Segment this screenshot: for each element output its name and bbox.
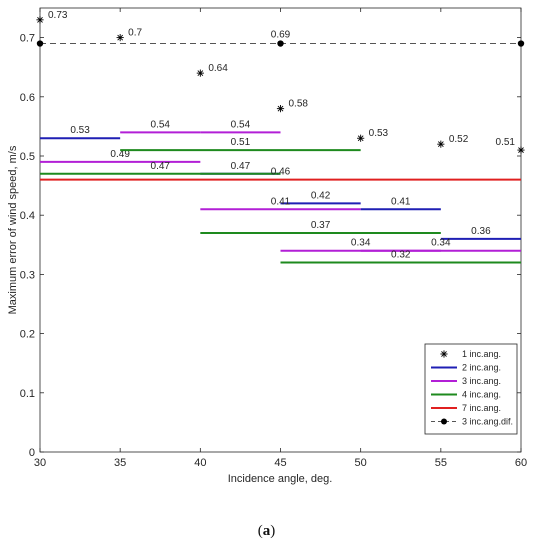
y-axis-title: Maximum error of wind speed, m/s <box>7 145 19 314</box>
data-label: 0.42 <box>311 190 331 201</box>
data-label: 0.58 <box>289 99 309 110</box>
x-tick-label: 40 <box>194 457 206 469</box>
data-label: 0.53 <box>369 128 389 139</box>
legend-label: 3 inc.ang.dif. <box>462 417 513 427</box>
data-label: 0.36 <box>471 226 491 237</box>
data-point-star <box>276 105 285 113</box>
legend-dot <box>441 418 447 425</box>
x-tick-label: 45 <box>274 457 286 469</box>
data-point-dot <box>36 40 44 47</box>
data-label: 0.41 <box>271 196 291 207</box>
data-point-dot <box>277 40 284 47</box>
y-tick-label: 0.7 <box>20 33 35 45</box>
legend-label: 4 inc.ang. <box>462 390 501 400</box>
data-label: 0.47 <box>151 161 171 172</box>
y-tick-label: 0.3 <box>20 269 35 281</box>
legend-item: 2 inc.ang. <box>431 363 501 373</box>
data-label: 0.51 <box>231 137 251 148</box>
data-point-dot <box>517 40 525 47</box>
legend-item: 3 inc.ang. <box>431 376 501 386</box>
legend-label: 2 inc.ang. <box>462 363 501 373</box>
data-label: 0.47 <box>231 161 251 172</box>
legend: 1 inc.ang. 2 inc.ang. 3 inc.ang. 4 inc.ang.… <box>424 343 518 435</box>
data-label: 0.54 <box>151 119 171 130</box>
data-label: 0.52 <box>449 134 469 145</box>
x-tick-label: 35 <box>114 457 126 469</box>
x-tick-label: 30 <box>34 457 46 469</box>
data-label: 0.54 <box>231 119 251 130</box>
legend-item: 7 inc.ang. <box>431 403 501 413</box>
data-label: 0.41 <box>391 196 411 207</box>
data-label: 0.7 <box>128 28 142 39</box>
y-tick-label: 0.4 <box>20 210 35 222</box>
data-point-star <box>517 146 525 154</box>
legend-item: 3 inc.ang.dif. <box>431 417 513 427</box>
x-tick-label: 50 <box>355 457 367 469</box>
x-axis-title: Incidence angle, deg. <box>228 473 333 485</box>
x-tick-label: 60 <box>515 457 527 469</box>
data-label: 0.37 <box>311 220 331 231</box>
data-point-star <box>36 16 44 24</box>
legend-item: 4 inc.ang. <box>431 390 501 400</box>
y-tick-label: 0.1 <box>20 388 35 400</box>
chart-figure: 30 35 40 45 50 55 60 0 0.1 0.2 0.3 0.4 0.5 0.6 0.7 In… <box>7 7 527 485</box>
figure-caption: (a) <box>257 523 276 539</box>
data-layer: 0.73 0.7 0.64 0.58 0.53 0.52 0.51 0.53 0.47 0.42 0… <box>36 10 525 264</box>
legend-label: 1 inc.ang. <box>462 349 501 359</box>
legend-item: 1 inc.ang. <box>440 349 501 359</box>
legend-box <box>424 343 518 435</box>
data-point-star <box>440 350 448 358</box>
y-axis: 0 0.1 0.2 0.3 0.4 0.5 0.6 0.7 <box>20 33 521 459</box>
data-point-star <box>196 69 204 77</box>
legend-label: 7 inc.ang. <box>462 403 501 413</box>
data-label: 0.46 <box>271 167 291 178</box>
x-axis: 30 35 40 45 50 55 60 <box>34 8 527 469</box>
x-tick-label: 55 <box>435 457 447 469</box>
data-label: 0.69 <box>271 30 291 41</box>
data-label: 0.34 <box>351 238 371 249</box>
data-label: 0.34 <box>431 238 451 249</box>
data-label: 0.32 <box>391 250 411 261</box>
y-tick-label: 0 <box>29 447 35 459</box>
caption-letter: a <box>262 523 271 539</box>
data-label: 0.51 <box>496 137 516 148</box>
data-label: 0.73 <box>48 10 68 21</box>
legend-label: 3 inc.ang. <box>462 376 501 386</box>
y-tick-label: 0.5 <box>20 151 35 163</box>
data-label: 0.49 <box>110 149 130 160</box>
data-label: 0.64 <box>208 63 228 74</box>
y-tick-label: 0.2 <box>20 329 35 341</box>
data-point-star <box>116 34 124 42</box>
y-tick-label: 0.6 <box>20 92 35 104</box>
data-point-star <box>437 140 445 148</box>
data-point-star <box>357 134 365 142</box>
data-label: 0.53 <box>70 125 90 136</box>
